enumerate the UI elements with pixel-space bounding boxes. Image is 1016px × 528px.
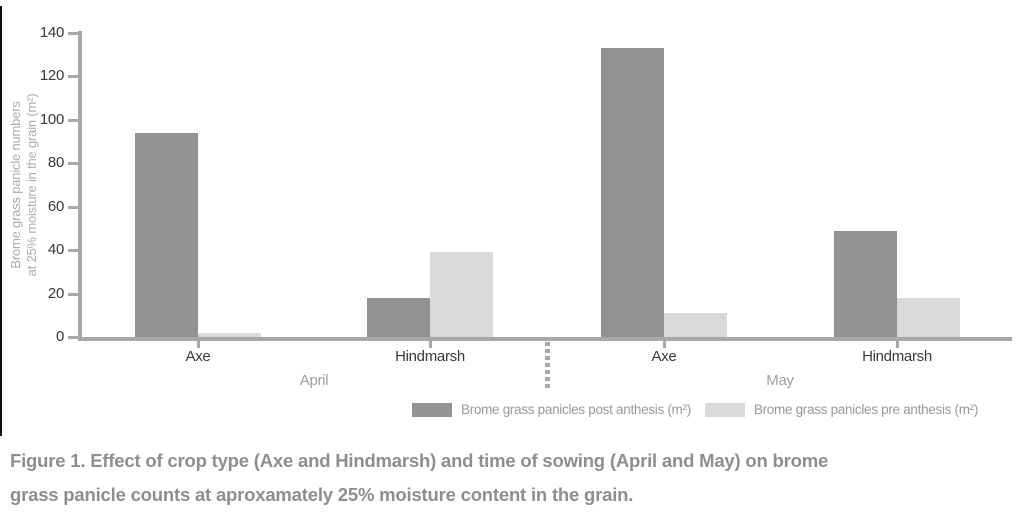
legend-item-post-anthesis: Brome grass panicles post anthesis (m²) <box>412 402 691 417</box>
bar-pre-anthesis-may-hindmarsh <box>897 298 960 337</box>
y-axis-tick-label-20: 20 <box>47 284 64 302</box>
y-axis-tick-40 <box>68 249 78 253</box>
bar-post-anthesis-april-hindmarsh <box>367 298 430 337</box>
x-axis-tick-april-axe <box>197 341 200 348</box>
bar-post-anthesis-may-axe <box>601 48 664 337</box>
x-axis-tick-may-axe <box>663 341 666 348</box>
y-axis-tick-80 <box>68 162 78 166</box>
figure-caption: Figure 1. Effect of crop type (Axe and H… <box>10 444 1010 512</box>
y-axis-tick-120 <box>68 75 78 79</box>
figure-caption-line1: Figure 1. Effect of crop type (Axe and H… <box>10 450 829 471</box>
bar-post-anthesis-may-hindmarsh <box>834 231 897 337</box>
month-label-april: April <box>299 372 329 389</box>
crop-label-april-axe: Axe <box>185 348 211 365</box>
y-axis-line <box>78 31 82 341</box>
y-axis-tick-60 <box>68 205 78 209</box>
chart-legend: Brome grass panicles post anthesis (m²) … <box>412 402 978 417</box>
y-axis-tick-label-40: 40 <box>47 241 64 259</box>
bar-pre-anthesis-april-hindmarsh <box>430 252 493 337</box>
y-axis-tick-label-80: 80 <box>47 154 64 172</box>
y-axis-tick-label-100: 100 <box>39 110 64 128</box>
month-label-may: May <box>766 372 794 389</box>
legend-item-pre-anthesis: Brome grass panicles pre anthesis (m²) <box>704 402 979 417</box>
y-axis-tick-label-0: 0 <box>55 328 64 345</box>
axis-break-divider <box>545 342 550 388</box>
crop-label-may-hindmarsh: Hindmarsh <box>862 348 932 365</box>
y-axis-tick-label-120: 120 <box>39 67 64 85</box>
bar-pre-anthesis-april-axe <box>198 333 261 337</box>
y-axis-tick-label-60: 60 <box>47 197 64 215</box>
y-axis-tick-140 <box>68 32 78 35</box>
legend-label-post-anthesis: Brome grass panicles post anthesis (m²) <box>461 402 691 417</box>
bar-pre-anthesis-may-axe <box>664 313 727 337</box>
y-axis-tick-0 <box>68 336 78 339</box>
x-axis-tick-april-hindmarsh <box>429 341 432 348</box>
crop-label-april-hindmarsh: Hindmarsh <box>395 348 465 365</box>
crop-label-may-axe: Axe <box>651 348 677 365</box>
x-axis-line <box>78 337 1012 341</box>
legend-swatch-post-anthesis <box>412 402 452 417</box>
bar-post-anthesis-april-axe <box>135 133 198 337</box>
y-axis-tick-label-140: 140 <box>39 24 64 41</box>
page-edge-rule <box>0 6 2 436</box>
x-axis-tick-may-hindmarsh <box>896 341 899 348</box>
figure-caption-line2: grass panicle counts at aproxamately 25%… <box>10 484 634 505</box>
legend-label-pre-anthesis: Brome grass panicles pre anthesis (m²) <box>753 402 979 417</box>
y-axis-tick-20 <box>68 292 78 296</box>
legend-swatch-pre-anthesis <box>704 402 745 417</box>
y-axis-title-line1: Brome grass panicle numbers <box>8 101 23 269</box>
y-axis-tick-100 <box>68 118 78 122</box>
